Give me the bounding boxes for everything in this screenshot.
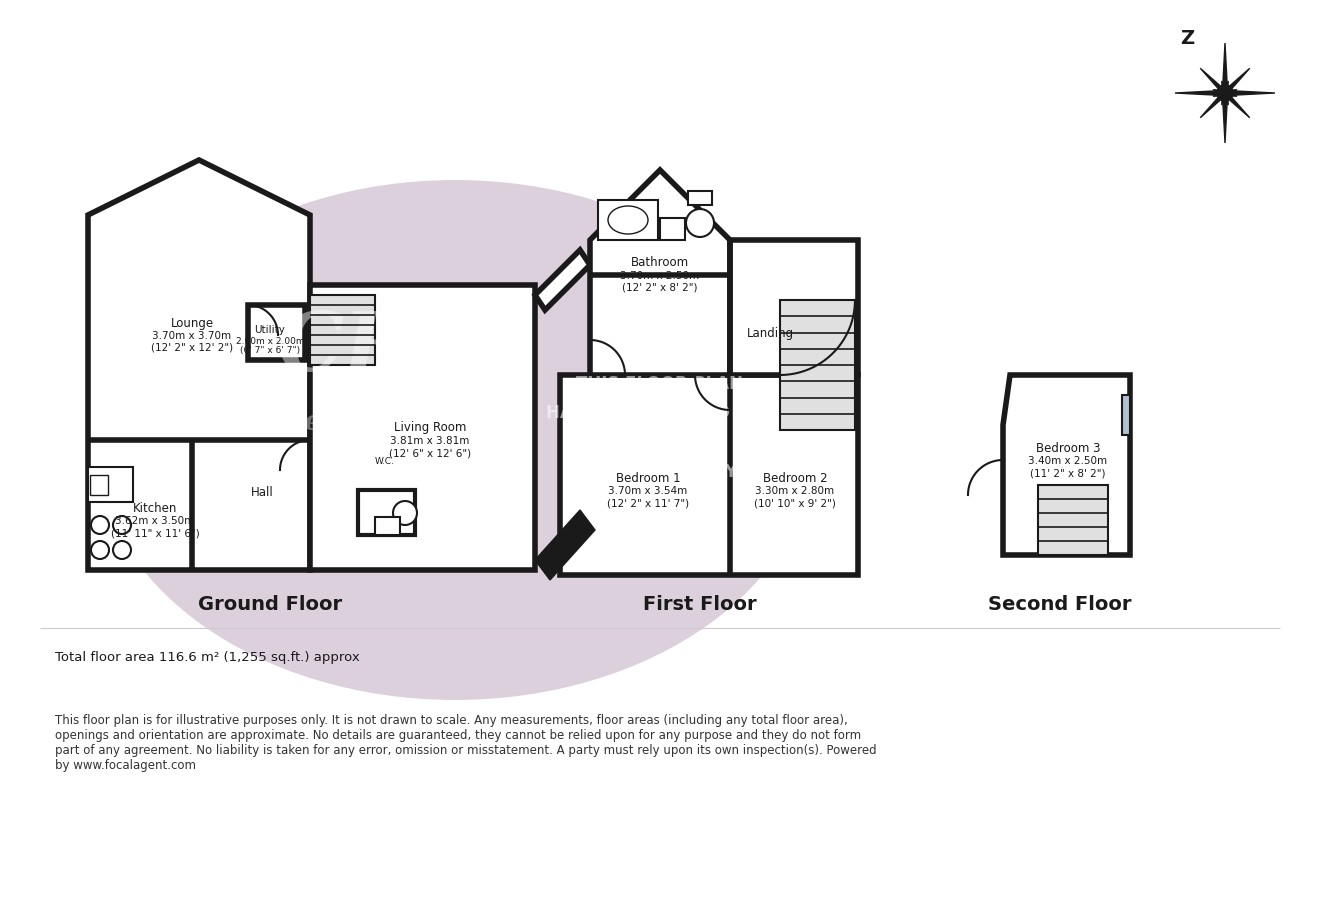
Text: Ground Floor: Ground Floor [198,595,342,615]
Text: (11' 2" x 8' 2"): (11' 2" x 8' 2") [1030,468,1106,478]
Text: Utility: Utility [255,325,285,335]
Bar [310,295,375,365]
Text: 3.30m x 2.80m: 3.30m x 2.80m [755,486,834,496]
Text: Hall: Hall [251,486,273,499]
Text: 3.40m x 2.50m: 3.40m x 2.50m [1028,456,1107,466]
Polygon shape [1217,85,1250,118]
Ellipse shape [95,180,814,700]
Bar [358,490,414,535]
Text: 3.70m x 3.54m: 3.70m x 3.54m [609,486,688,496]
Text: CR: CR [277,308,413,388]
Circle shape [686,209,714,237]
Polygon shape [1200,68,1233,101]
Text: Bathroom: Bathroom [631,257,689,270]
Text: Kitchen: Kitchen [133,501,177,514]
Text: Bedroom 3: Bedroom 3 [1036,441,1101,454]
Bar [1038,485,1107,555]
Bar [90,475,108,495]
Text: W.C.: W.C. [375,457,395,465]
Polygon shape [1200,85,1233,118]
Polygon shape [1222,43,1228,105]
Text: (12' 6" x 12' 6"): (12' 6" x 12' 6") [389,448,471,458]
Text: 3.62m x 3.50m: 3.62m x 3.50m [115,516,194,526]
Polygon shape [1213,90,1275,96]
Polygon shape [1175,90,1237,96]
Polygon shape [1003,375,1130,555]
Ellipse shape [609,206,648,234]
Text: 3.81m x 3.81m: 3.81m x 3.81m [391,436,470,446]
Text: THIS FLOOR PLAN
HAS BEEN CREATED FOR
ILLUSTRATIVE
PURPOSES ONLY: THIS FLOOR PLAN HAS BEEN CREATED FOR ILL… [546,376,774,481]
Circle shape [393,501,417,525]
Polygon shape [1217,68,1250,101]
Text: Living Room: Living Room [393,422,466,435]
Polygon shape [535,250,590,310]
Text: 2.00m x 2.00m: 2.00m x 2.00m [236,337,305,345]
Text: Bedroom 1: Bedroom 1 [615,472,680,485]
Text: Total floor area 116.6 m² (1,255 sq.ft.) approx: Total floor area 116.6 m² (1,255 sq.ft.)… [55,652,360,665]
Bar [88,467,133,502]
Polygon shape [560,375,858,575]
Text: Landing: Landing [746,327,793,340]
Text: 3.70m x 3.70m: 3.70m x 3.70m [152,331,231,341]
Text: (11' 11" x 11' 6"): (11' 11" x 11' 6") [111,528,199,538]
Bar [660,218,685,240]
Polygon shape [88,160,310,570]
Bar [375,517,400,535]
Text: Lounge: Lounge [170,317,214,330]
Text: 3.70m x 2.50m: 3.70m x 2.50m [620,271,700,281]
Polygon shape [535,510,595,580]
Bar [780,300,855,430]
Text: Second Floor: Second Floor [989,595,1131,615]
Text: (12' 2" x 11' 7"): (12' 2" x 11' 7") [607,498,689,508]
Text: (12' 2" x 12' 2"): (12' 2" x 12' 2") [150,343,234,353]
Text: Z: Z [1180,29,1195,47]
Text: First Floor: First Floor [643,595,756,615]
Text: (10' 10" x 9' 2"): (10' 10" x 9' 2") [754,498,836,508]
Text: This floor plan is for illustrative purposes only. It is not drawn to scale. Any: This floor plan is for illustrative purp… [55,714,876,772]
Polygon shape [730,240,858,375]
Bar [1122,395,1130,435]
Bar [688,191,711,205]
Text: Bedroom 2: Bedroom 2 [763,472,828,485]
Text: (6' 7" x 6' 7"): (6' 7" x 6' 7") [240,346,300,355]
Polygon shape [310,285,535,570]
Text: Residential: Residential [282,410,458,437]
Bar [248,305,305,360]
Bar [598,200,657,240]
Text: (12' 2" x 8' 2"): (12' 2" x 8' 2") [622,283,698,293]
Polygon shape [1222,81,1228,143]
Polygon shape [590,170,730,375]
